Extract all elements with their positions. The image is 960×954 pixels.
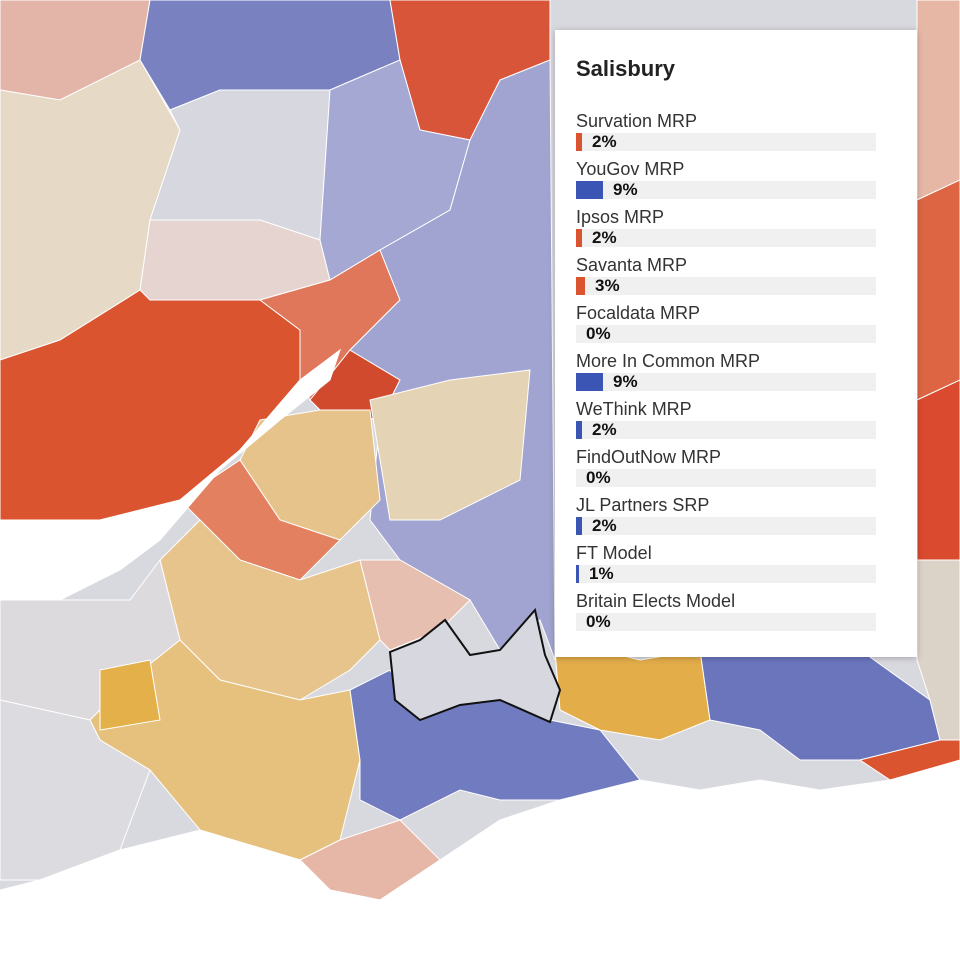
value-label: 2% xyxy=(592,516,617,535)
value-label: 2% xyxy=(592,132,617,151)
value-label: 0% xyxy=(586,468,611,487)
row-name: Ipsos MRP xyxy=(576,207,665,227)
bar xyxy=(576,133,582,151)
bar-track: 9% xyxy=(576,180,876,199)
tooltip-rows: Survation MRP 2% YouGov MRP 9% Ipsos MRP 2% Sa… xyxy=(576,109,896,631)
sea xyxy=(0,759,960,954)
row-name: Savanta MRP xyxy=(576,255,688,275)
row-name: Focaldata MRP xyxy=(576,303,701,323)
value-label: 1% xyxy=(589,564,614,583)
region xyxy=(0,699,151,881)
region xyxy=(916,179,960,401)
value-label: 2% xyxy=(592,420,617,439)
region xyxy=(916,379,960,561)
bar xyxy=(576,277,585,295)
value-label: 0% xyxy=(586,612,611,631)
bar-track: 0% xyxy=(576,612,876,631)
bar-track: 2% xyxy=(576,228,876,247)
bar xyxy=(576,565,579,583)
row-name: Survation MRP xyxy=(576,111,698,131)
value-label: 9% xyxy=(613,372,638,391)
tooltip-title: Salisbury xyxy=(576,56,676,81)
region xyxy=(916,0,960,201)
selected-constituency[interactable] xyxy=(388,607,562,724)
region xyxy=(369,369,531,521)
region xyxy=(149,89,331,241)
bar-track: 2% xyxy=(576,420,876,439)
row-name: YouGov MRP xyxy=(576,159,685,179)
bar-track: 2% xyxy=(576,516,876,535)
value-label: 3% xyxy=(595,276,620,295)
estuary xyxy=(0,348,341,601)
bar-track: 2% xyxy=(576,132,876,151)
bar-track: 9% xyxy=(576,372,876,391)
value-label: 0% xyxy=(586,324,611,343)
bar-track: 3% xyxy=(576,276,876,295)
row-name: Britain Elects Model xyxy=(576,591,736,611)
row-name: FT Model xyxy=(576,543,652,563)
value-label: 2% xyxy=(592,228,617,247)
row-name: WeThink MRP xyxy=(576,399,692,419)
bar-track: 1% xyxy=(576,564,876,583)
bar xyxy=(576,517,582,535)
value-label: 9% xyxy=(613,180,638,199)
bar xyxy=(576,421,582,439)
region xyxy=(99,659,161,731)
bar xyxy=(576,373,603,391)
bar-track: 0% xyxy=(576,468,876,487)
row-name: JL Partners SRP xyxy=(576,495,710,515)
row-name: FindOutNow MRP xyxy=(576,447,722,467)
bar xyxy=(576,181,603,199)
tooltip: Salisbury Survation MRP 2% YouGov MRP 9% Ips… xyxy=(555,30,917,657)
bar xyxy=(576,229,582,247)
row-name: More In Common MRP xyxy=(576,351,761,371)
bar-track: 0% xyxy=(576,324,876,343)
